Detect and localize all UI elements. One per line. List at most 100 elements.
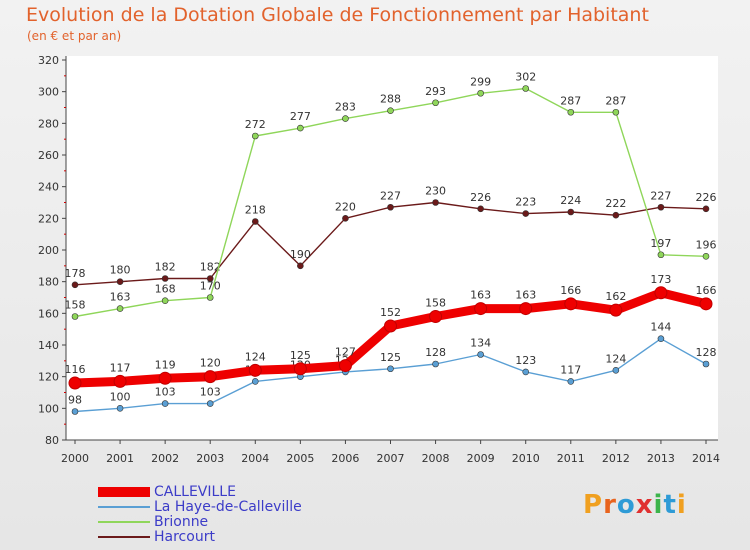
data-point-calleville <box>293 362 307 376</box>
data-point-brionne <box>432 99 439 107</box>
data-label-harcourt: 178 <box>65 267 86 280</box>
y-tick-label: 280 <box>38 117 59 130</box>
data-point-brionne <box>522 85 530 92</box>
data-point-brionne <box>116 305 124 312</box>
data-point-harcourt <box>116 278 124 285</box>
data-point-la-haye-de-calleville <box>522 368 530 376</box>
y-tick-label: 260 <box>38 149 59 162</box>
data-label-calleville: 166 <box>696 284 717 297</box>
logo-letter: P <box>583 490 604 520</box>
logo-letter: i <box>676 490 687 520</box>
data-point-brionne <box>71 313 79 320</box>
x-tick-label: 2008 <box>422 452 450 465</box>
data-label-calleville: 158 <box>425 297 446 310</box>
data-label-la-haye-de-calleville: 124 <box>605 352 626 365</box>
data-point-la-haye-de-calleville <box>612 367 620 374</box>
chart-title: Evolution de la Dotation Globale de Fonc… <box>26 4 649 26</box>
data-point-calleville <box>609 303 623 317</box>
x-tick-label: 2009 <box>467 452 495 465</box>
data-label-brionne: 287 <box>560 94 581 107</box>
data-label-calleville: 119 <box>155 358 176 371</box>
y-tick-label: 220 <box>38 212 59 225</box>
data-point-calleville <box>338 359 352 373</box>
data-point-harcourt <box>702 205 710 213</box>
data-label-harcourt: 226 <box>470 191 491 204</box>
y-tick-label: 80 <box>45 434 59 447</box>
x-tick-label: 2012 <box>602 452 630 465</box>
data-point-calleville <box>68 376 82 390</box>
data-label-la-haye-de-calleville: 103 <box>155 386 176 399</box>
y-tick-label: 300 <box>38 86 59 99</box>
data-label-harcourt: 218 <box>245 204 266 217</box>
data-label-harcourt: 190 <box>290 248 311 261</box>
data-label-harcourt: 230 <box>425 185 446 198</box>
data-point-harcourt <box>342 215 349 222</box>
data-label-harcourt: 226 <box>696 191 717 204</box>
legend-item: La Haye-de-Calleville <box>98 498 302 515</box>
data-label-brionne: 168 <box>155 283 176 296</box>
data-label-harcourt: 223 <box>515 196 536 209</box>
data-label-la-haye-de-calleville: 128 <box>425 346 446 359</box>
data-label-brionne: 287 <box>605 94 626 107</box>
data-label-brionne: 196 <box>696 238 717 251</box>
data-point-la-haye-de-calleville <box>251 378 259 385</box>
data-point-la-haye-de-calleville <box>702 360 710 368</box>
legend-swatch <box>98 535 150 538</box>
data-point-la-haye-de-calleville <box>477 351 484 358</box>
data-label-brionne: 283 <box>335 101 356 114</box>
data-label-la-haye-de-calleville: 98 <box>68 394 82 407</box>
logo-letter: o <box>616 490 636 520</box>
y-tick-label: 200 <box>38 244 59 257</box>
data-label-la-haye-de-calleville: 123 <box>515 354 536 367</box>
y-tick-label: 160 <box>38 307 59 320</box>
legend-swatch <box>98 505 150 508</box>
x-tick-label: 2004 <box>241 452 269 465</box>
data-label-harcourt: 182 <box>155 261 176 274</box>
data-label-calleville: 125 <box>290 349 311 362</box>
logo-letter: r <box>603 490 617 520</box>
data-label-harcourt: 182 <box>200 261 221 274</box>
data-point-harcourt <box>432 199 439 206</box>
data-label-calleville: 120 <box>200 357 221 370</box>
data-label-brionne: 272 <box>245 118 266 131</box>
legend-item: Harcourt <box>98 528 302 545</box>
data-point-brionne <box>297 124 304 132</box>
data-point-harcourt <box>297 262 304 270</box>
y-tick-label: 180 <box>38 276 59 289</box>
data-point-calleville <box>248 363 262 377</box>
legend-swatch <box>98 520 150 523</box>
data-label-la-haye-de-calleville: 103 <box>200 386 221 399</box>
data-point-harcourt <box>387 203 394 211</box>
data-point-calleville <box>113 374 127 388</box>
data-point-harcourt <box>251 218 259 225</box>
data-label-la-haye-de-calleville: 128 <box>696 346 717 359</box>
data-point-brionne <box>657 251 665 259</box>
data-point-brionne <box>161 297 169 304</box>
data-label-la-haye-de-calleville: 144 <box>650 321 671 334</box>
data-point-harcourt <box>161 275 169 282</box>
data-point-calleville <box>203 370 217 384</box>
data-label-harcourt: 227 <box>380 189 401 202</box>
legend-swatch <box>98 486 150 497</box>
data-point-brionne <box>342 115 349 122</box>
x-tick-label: 2001 <box>106 452 134 465</box>
data-label-brionne: 197 <box>650 237 671 250</box>
legend-item: Brionne <box>98 514 302 530</box>
y-tick-label: 100 <box>38 402 59 415</box>
data-point-calleville <box>519 302 533 316</box>
legend-label: La Haye-de-Calleville <box>154 498 302 515</box>
data-point-harcourt <box>612 211 620 219</box>
legend-label: Harcourt <box>154 528 215 545</box>
data-point-la-haye-de-calleville <box>161 400 169 407</box>
data-label-brionne: 277 <box>290 110 311 123</box>
data-label-harcourt: 220 <box>335 200 356 213</box>
x-tick-label: 2003 <box>196 452 224 465</box>
data-point-calleville <box>429 310 443 323</box>
data-point-brionne <box>387 107 394 114</box>
data-label-calleville: 163 <box>515 289 536 302</box>
data-label-la-haye-de-calleville: 125 <box>380 351 401 364</box>
data-point-la-haye-de-calleville <box>71 408 79 415</box>
data-label-la-haye-de-calleville: 117 <box>560 363 581 376</box>
x-tick-label: 2006 <box>331 452 359 465</box>
